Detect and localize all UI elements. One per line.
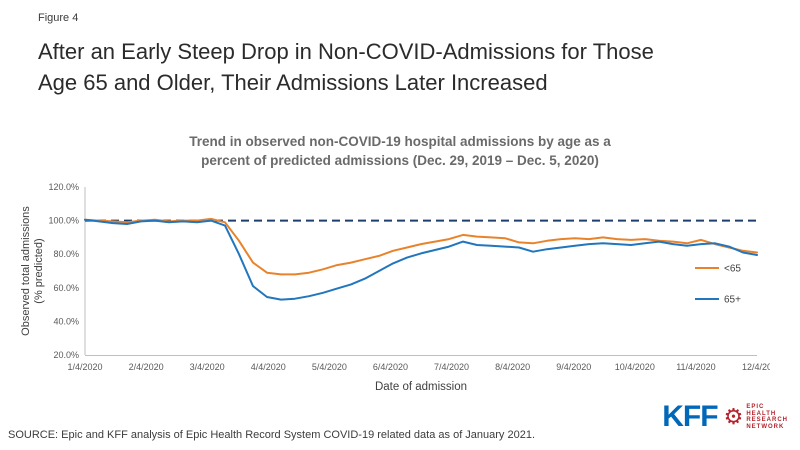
- ehrn-logo: ⚙ EPIC HEALTH RESEARCH NETWORK: [724, 404, 788, 430]
- page-title: After an Early Steep Drop in Non-COVID-A…: [38, 39, 654, 95]
- ehrn-line: RESEARCH: [746, 417, 788, 423]
- x-tick-label: 9/4/2020: [556, 362, 591, 372]
- series-line-under-65: [84, 217, 758, 276]
- ehrn-line: HEALTH: [746, 410, 777, 417]
- y-tick-label: 100.0%: [48, 216, 79, 226]
- x-tick-label: 8/4/2020: [495, 362, 530, 372]
- x-tick-label: 2/4/2020: [129, 362, 164, 372]
- y-tick-label: 120.0%: [48, 182, 79, 192]
- x-tick-label: 4/4/2020: [251, 362, 286, 372]
- ehrn-logo-text: EPIC HEALTH RESEARCH NETWORK: [746, 404, 788, 430]
- admissions-chart: 20.0% 40.0% 60.0% 80.0% 100.0% 120.0% 1/4/2020…: [40, 180, 772, 380]
- figure-label: Figure 4: [38, 12, 79, 24]
- y-tick-label: 40.0%: [53, 316, 79, 326]
- x-tick-label: 10/4/2020: [615, 362, 655, 372]
- x-axis-label: Date of admission: [374, 381, 468, 393]
- y-tick-label: 80.0%: [53, 249, 79, 259]
- chart-canvas: 20.0% 40.0% 60.0% 80.0% 100.0% 120.0% 1/4/2020…: [48, 182, 772, 372]
- x-tick-label: 5/4/2020: [312, 362, 347, 372]
- legend-label: <65: [724, 264, 741, 275]
- legend-label: 65+: [724, 295, 741, 306]
- chart-title: Trend in observed non-COVID-19 hospital …: [189, 134, 611, 168]
- y-tick-label: 20.0%: [53, 350, 79, 360]
- ehrn-line: NETWORK: [746, 423, 785, 430]
- ehrn-line: EPIC: [746, 404, 765, 410]
- source-note: SOURCE: Epic and KFF analysis of Epic He…: [8, 429, 536, 441]
- x-tick-label: 3/4/2020: [190, 362, 225, 372]
- y-tick-label: 60.0%: [53, 283, 79, 293]
- x-tick-label: 1/4/2020: [67, 362, 102, 372]
- x-tick-label: 6/4/2020: [373, 362, 408, 372]
- series-line-65-plus: [84, 218, 758, 301]
- ehrn-gear-icon: ⚙: [723, 404, 744, 429]
- kff-logo: KFF: [662, 400, 718, 433]
- x-tick-label: 12/4/20: [742, 362, 770, 372]
- x-tick-label: 7/4/2020: [434, 362, 469, 372]
- x-tick-label: 11/4/2020: [676, 362, 715, 372]
- footer-logos: KFF ⚙ EPIC HEALTH RESEARCH NETWORK: [662, 400, 788, 434]
